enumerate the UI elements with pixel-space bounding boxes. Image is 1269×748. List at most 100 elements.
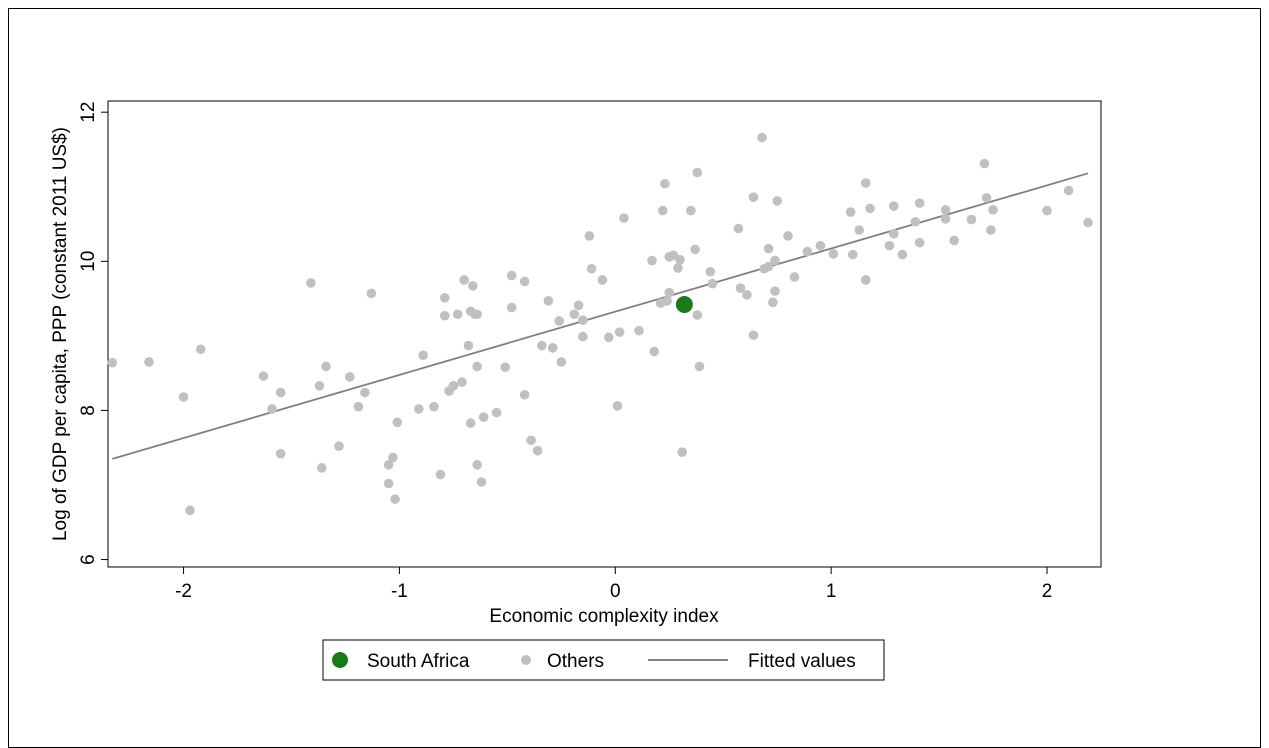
data-point-others	[392, 417, 403, 428]
data-point-others	[690, 244, 700, 255]
data-point-others	[519, 276, 530, 287]
data-point-others	[463, 340, 474, 351]
data-point-others	[783, 231, 793, 241]
data-point-others	[694, 361, 705, 372]
data-point-others	[321, 361, 331, 372]
data-point-others	[910, 216, 921, 227]
data-point-others	[476, 477, 487, 487]
data-point-others	[448, 381, 459, 391]
legend-marker-others	[521, 655, 531, 665]
data-point-others	[414, 404, 424, 414]
data-point-others	[314, 381, 325, 391]
data-point-others	[506, 270, 517, 281]
data-point-others	[1083, 217, 1093, 228]
data-point-others	[657, 205, 668, 216]
data-point-others	[519, 389, 530, 400]
data-point-others	[465, 418, 476, 428]
data-point-others	[763, 243, 774, 254]
data-point-others	[597, 275, 608, 285]
data-point-others	[884, 240, 895, 251]
data-point-others	[770, 286, 780, 296]
data-point-others	[854, 225, 865, 235]
data-point-others	[532, 445, 543, 456]
data-point-others	[940, 214, 951, 224]
data-point-others	[267, 404, 277, 414]
data-point-others	[705, 266, 716, 277]
data-point-others	[789, 272, 800, 282]
data-point-others	[468, 281, 478, 291]
y-tick-label: 12	[78, 102, 99, 123]
x-tick-label: 0	[610, 581, 621, 602]
y-tick-label: 8	[78, 405, 99, 416]
data-point-others	[586, 263, 597, 274]
y-axis-title: Log of GDP per capita, PPP (constant 201…	[50, 127, 71, 541]
data-point-others	[888, 201, 899, 211]
legend-label-others: Others	[547, 651, 604, 672]
data-point-others	[316, 463, 327, 473]
data-point-others	[107, 357, 118, 368]
data-point-others	[619, 213, 629, 223]
data-point-others	[897, 249, 908, 260]
data-point-others	[748, 192, 759, 202]
data-point-others	[914, 198, 925, 208]
data-point-others	[742, 290, 752, 300]
data-point-others	[459, 275, 469, 285]
legend-marker-south-africa	[332, 652, 348, 668]
data-point-others	[757, 132, 767, 143]
data-point-others	[673, 263, 683, 273]
data-point-others	[584, 231, 595, 241]
data-point-others	[390, 494, 400, 504]
data-point-others	[491, 407, 502, 418]
data-point-others	[986, 225, 996, 235]
data-point-others	[772, 196, 782, 206]
data-point-others	[845, 207, 856, 217]
data-point-others	[604, 332, 614, 343]
data-point-south-africa	[675, 296, 693, 314]
data-point-others	[768, 297, 778, 308]
data-point-others	[439, 310, 450, 321]
data-point-others	[865, 203, 875, 214]
legend-label-fitted-values: Fitted values	[748, 651, 856, 672]
data-point-others	[940, 205, 951, 215]
data-point-others	[472, 309, 482, 320]
data-point-others	[472, 361, 482, 372]
data-point-others	[888, 228, 899, 239]
data-point-others	[647, 255, 657, 266]
data-point-others	[196, 344, 206, 355]
y-tick-label: 6	[78, 554, 99, 565]
data-point-others	[418, 350, 428, 361]
data-point-others	[1042, 205, 1052, 216]
legend-label-south-africa: South Africa	[367, 651, 470, 672]
data-point-others	[733, 223, 744, 234]
data-point-others	[258, 371, 269, 381]
data-point-others	[802, 246, 813, 257]
data-point-others	[452, 309, 463, 320]
data-point-others	[144, 357, 154, 367]
data-point-others	[435, 469, 446, 480]
data-point-others	[478, 412, 489, 422]
plot-area	[107, 100, 1102, 568]
data-point-others	[383, 460, 394, 470]
data-point-others	[1063, 185, 1074, 196]
data-point-others	[860, 178, 871, 188]
data-point-others	[306, 278, 316, 288]
data-point-others	[578, 331, 588, 342]
data-point-others	[914, 237, 925, 248]
data-point-others	[677, 447, 688, 457]
x-axis-title: Economic complexity index	[489, 606, 719, 627]
data-point-others	[578, 315, 588, 326]
data-point-others	[686, 205, 696, 216]
data-point-others	[360, 387, 370, 398]
data-point-others	[334, 441, 344, 452]
data-point-others	[763, 261, 774, 272]
data-point-others	[675, 255, 685, 265]
data-point-others	[692, 167, 703, 178]
data-point-others	[556, 357, 567, 367]
data-point-others	[457, 377, 467, 387]
data-point-others	[500, 362, 511, 372]
data-point-others	[547, 342, 558, 353]
data-point-others	[634, 325, 644, 336]
legend: South Africa Others Fitted values	[322, 639, 885, 681]
data-point-others	[275, 448, 286, 459]
